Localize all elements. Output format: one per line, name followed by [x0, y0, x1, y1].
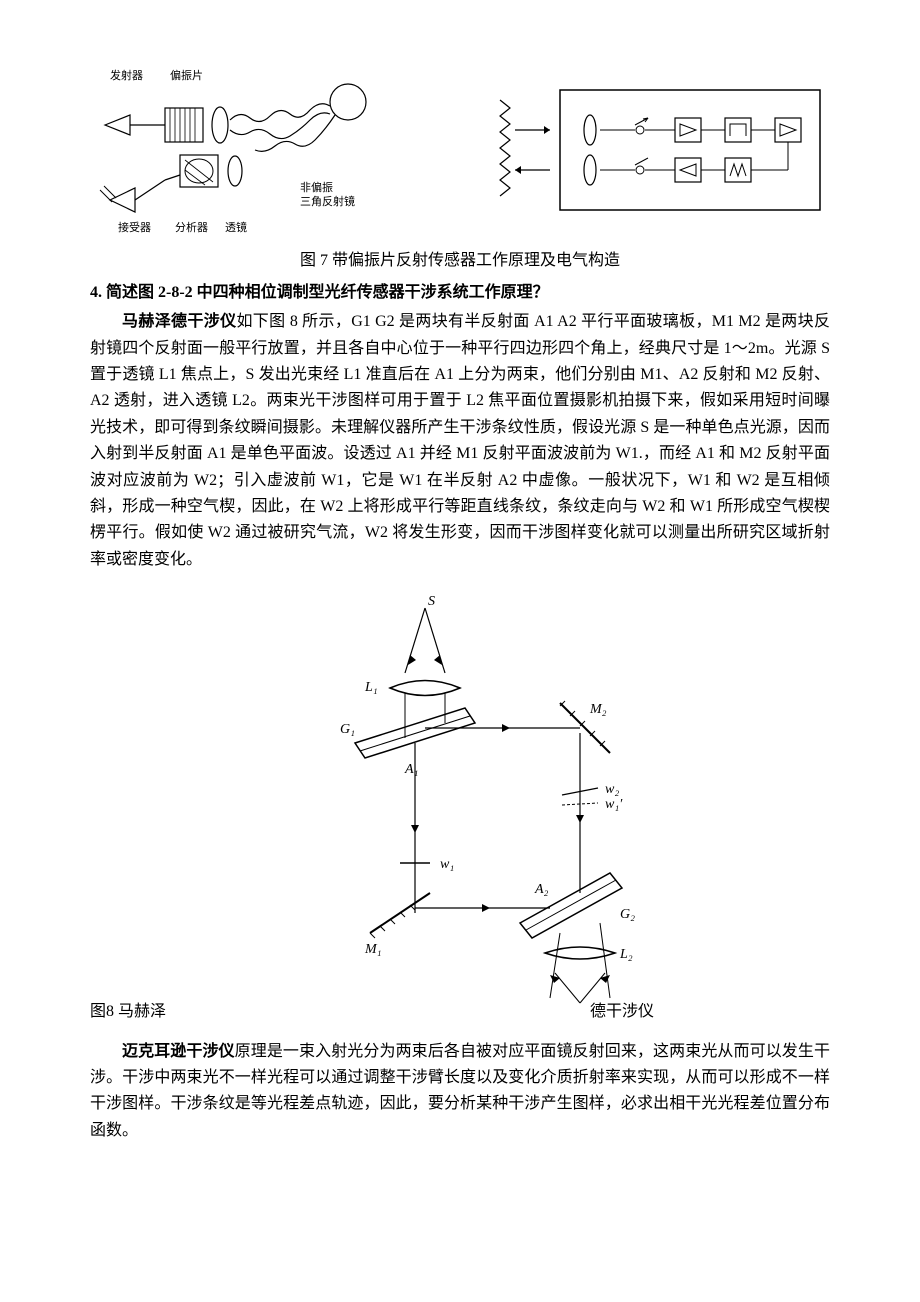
label-triangle: 三角反射镜 [300, 194, 355, 212]
label-analyzer: 分析器 [175, 220, 208, 238]
circuit-diagram-svg [490, 80, 830, 220]
michelson-paragraph: 迈克耳逊干涉仪原理是一束入射光分为两束后各自被对应平面镜反射回来，这两束光从而可… [90, 1039, 830, 1145]
question-4-heading: 4. 简述图 2-8-2 中四种相位调制型光纤传感器干涉系统工作原理？ [90, 280, 830, 306]
mach-zehnder-bold: 马赫泽德干涉仪 [122, 313, 236, 330]
label-w1p: w₁′ [605, 797, 623, 812]
mach-zehnder-diagram-svg: S L₁ G₁ A₁ M₂ w₂ w₁′ w₁ A₂ M₁ G₂ L₂ [250, 593, 670, 1013]
mach-zehnder-text: 如下图 8 所示，G1 G2 是两块有半反射面 A1 A2 平行平面玻璃板，M1… [90, 313, 830, 568]
michelson-bold: 迈克耳逊干涉仪 [122, 1043, 235, 1060]
label-polarizer: 偏振片 [170, 68, 203, 86]
label-L2: L₂ [619, 947, 633, 962]
label-M1: M₁ [364, 942, 382, 957]
sensor-diagram-svg [90, 60, 410, 240]
label-w1: w₁ [440, 857, 454, 872]
figure-7-caption: 图 7 带偏振片反射传感器工作原理及电气构造 [90, 248, 830, 274]
figure-7-right-diagram [490, 80, 830, 220]
figure-7-left-diagram: 发射器 偏振片 接受器 分析器 透镜 非偏振 三角反射镜 [90, 60, 410, 240]
label-A1: A₁ [404, 762, 418, 777]
label-G1: G₁ [340, 722, 355, 737]
label-S: S [428, 594, 435, 609]
label-G2: G₂ [620, 907, 635, 922]
figure-7-row: 发射器 偏振片 接受器 分析器 透镜 非偏振 三角反射镜 [90, 60, 830, 240]
label-lens: 透镜 [225, 220, 247, 238]
label-emitter: 发射器 [110, 68, 143, 86]
label-M2: M₂ [589, 702, 607, 717]
label-A2: A₂ [534, 882, 549, 897]
label-w2: w₂ [605, 782, 619, 797]
label-receiver: 接受器 [118, 220, 151, 238]
figure-8-wrap: S L₁ G₁ A₁ M₂ w₂ w₁′ w₁ A₂ M₁ G₂ L₂ [90, 593, 830, 1013]
label-L1: L₁ [364, 680, 378, 695]
mach-zehnder-paragraph: 马赫泽德干涉仪如下图 8 所示，G1 G2 是两块有半反射面 A1 A2 平行平… [90, 309, 830, 573]
